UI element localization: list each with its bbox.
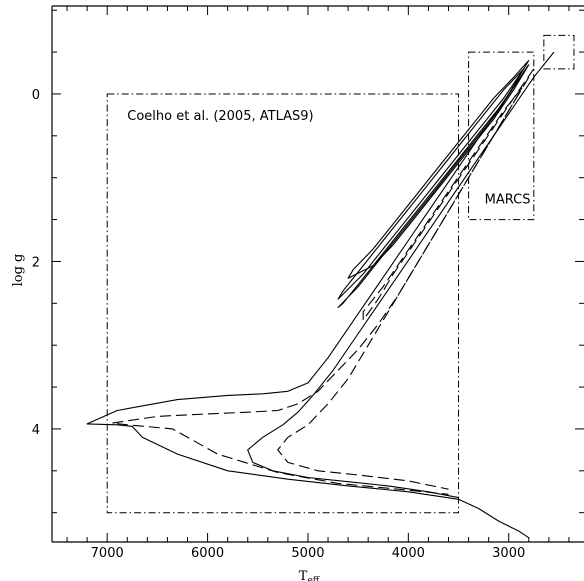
x-axis-title-main: T — [299, 569, 308, 581]
region-rect — [468, 51, 535, 221]
isochrone-solid — [347, 60, 530, 279]
axis-ticks — [52, 6, 584, 542]
isochrone-dashed — [111, 93, 520, 495]
annotations: Coelho et al. (2005, ATLAS9) MARCS — [127, 109, 530, 208]
model-grid-regions — [106, 34, 575, 514]
x-tick-label: 5000 — [291, 546, 324, 561]
isochrone-tracks — [86, 51, 555, 539]
region-label: Coelho et al. (2005, ATLAS9) — [127, 109, 313, 124]
axis-tick-labels: 7000 6000 5000 4000 3000 0 2 4 — [32, 88, 526, 561]
isochrone-solid — [337, 60, 530, 309]
x-tick-label: 3000 — [492, 546, 525, 561]
y-axis-title: log g — [11, 254, 26, 287]
plot-frame — [51, 5, 584, 543]
y-tick-label: 4 — [32, 423, 40, 438]
isochrone-solid — [86, 64, 530, 539]
region-label: MARCS — [485, 193, 531, 208]
isochrone-solid — [337, 68, 525, 300]
isochrone-solid — [247, 51, 555, 499]
region-rect — [543, 34, 575, 70]
x-axis-title-subscript: eff — [307, 576, 319, 581]
x-axis-title: Teff — [299, 569, 320, 581]
x-tick-label: 6000 — [191, 546, 224, 561]
isochrone-dashed — [362, 68, 535, 321]
y-tick-label: 0 — [32, 88, 40, 103]
x-tick-label: 4000 — [392, 546, 425, 561]
region-rect — [106, 93, 460, 514]
y-tick-label: 2 — [32, 255, 40, 270]
x-tick-label: 7000 — [91, 546, 124, 561]
